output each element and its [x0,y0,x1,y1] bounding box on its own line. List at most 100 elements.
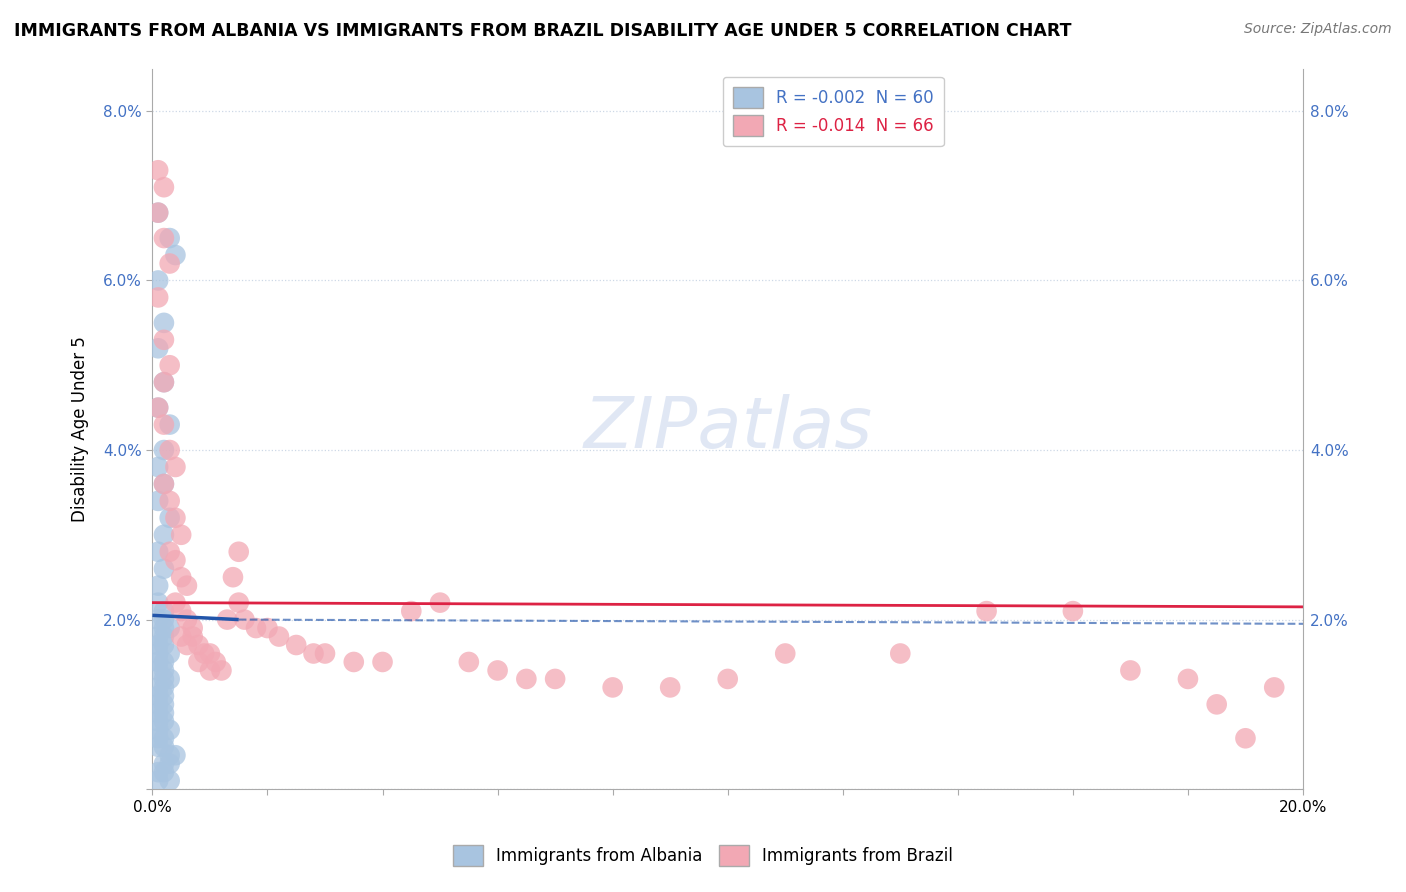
Point [515,672,537,686]
Point [159,647,181,661]
Point [153,375,176,389]
Point [211,664,233,678]
Point [153,528,176,542]
Point [285,638,308,652]
Point [146,205,169,219]
Point [153,706,176,720]
Point [1177,672,1199,686]
Point [170,630,193,644]
Point [146,579,169,593]
Point [222,570,245,584]
Point [146,698,169,712]
Point [159,672,181,686]
Point [153,698,176,712]
Point [159,756,181,771]
Point [153,621,176,635]
Point [314,647,336,661]
Point [146,630,169,644]
Point [159,511,181,525]
Point [153,638,176,652]
Point [146,664,169,678]
Point [146,714,169,729]
Legend: Immigrants from Albania, Immigrants from Brazil: Immigrants from Albania, Immigrants from… [444,837,962,875]
Point [153,477,176,491]
Point [773,647,796,661]
Point [602,681,624,695]
Point [146,765,169,780]
Point [146,739,169,754]
Point [159,443,181,458]
Point [256,621,278,635]
Point [1263,681,1285,695]
Point [159,358,181,372]
Point [165,553,187,567]
Point [146,163,169,178]
Point [486,664,509,678]
Point [889,647,911,661]
Point [170,528,193,542]
Point [146,773,169,788]
Point [146,545,169,559]
Point [146,341,169,355]
Point [170,570,193,584]
Point [302,647,325,661]
Point [153,316,176,330]
Point [146,205,169,219]
Point [176,638,198,652]
Point [153,672,176,686]
Point [159,256,181,270]
Point [245,621,267,635]
Point [159,748,181,763]
Point [146,613,169,627]
Point [165,748,187,763]
Point [159,231,181,245]
Point [146,638,169,652]
Point [1119,664,1142,678]
Point [204,655,226,669]
Point [659,681,682,695]
Point [146,655,169,669]
Point [187,638,209,652]
Point [228,596,250,610]
Point [159,545,181,559]
Point [146,290,169,304]
Point [153,443,176,458]
Point [165,248,187,262]
Point [193,647,215,661]
Point [159,621,181,635]
Point [176,613,198,627]
Point [146,494,169,508]
Point [146,681,169,695]
Point [187,655,209,669]
Point [153,613,176,627]
Point [267,630,290,644]
Point [146,596,169,610]
Point [233,613,256,627]
Point [165,596,187,610]
Point [146,460,169,475]
Point [146,401,169,415]
Point [371,655,394,669]
Text: IMMIGRANTS FROM ALBANIA VS IMMIGRANTS FROM BRAZIL DISABILITY AGE UNDER 5 CORRELA: IMMIGRANTS FROM ALBANIA VS IMMIGRANTS FR… [14,22,1071,40]
Point [165,460,187,475]
Point [976,604,998,618]
Point [153,689,176,703]
Point [153,180,176,194]
Point [153,655,176,669]
Point [159,417,181,432]
Point [343,655,366,669]
Point [429,596,451,610]
Point [153,714,176,729]
Point [181,630,204,644]
Text: ZIPatlas: ZIPatlas [583,394,872,463]
Point [153,739,176,754]
Point [153,231,176,245]
Point [153,417,176,432]
Text: Source: ZipAtlas.com: Source: ZipAtlas.com [1244,22,1392,37]
Point [153,681,176,695]
Point [153,477,176,491]
Legend: R = -0.002  N = 60, R = -0.014  N = 66: R = -0.002 N = 60, R = -0.014 N = 66 [723,77,943,146]
Point [457,655,479,669]
Point [153,664,176,678]
Point [1234,731,1257,746]
